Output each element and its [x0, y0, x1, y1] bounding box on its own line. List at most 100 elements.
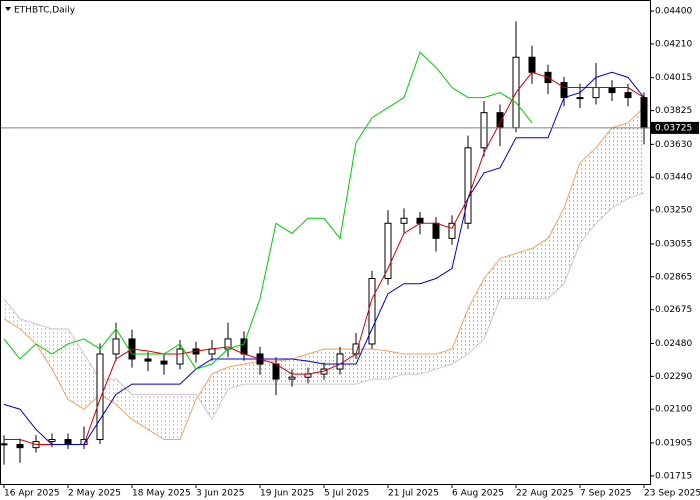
y-tick-label: 0.03630 — [655, 140, 692, 150]
candle-body — [384, 222, 392, 280]
cloud-segment — [516, 248, 532, 299]
candle-body — [432, 222, 440, 239]
candle-body — [288, 376, 296, 380]
candle-body — [496, 112, 504, 129]
cloud-segment — [116, 379, 132, 420]
cloud-segment — [532, 238, 548, 299]
cloud-segment — [308, 348, 324, 385]
cloud-segment — [36, 323, 52, 370]
cloud-segment — [340, 348, 356, 385]
indicator-line — [4, 71, 645, 446]
y-tick-label: 0.02290 — [655, 372, 692, 382]
span-b-line — [3, 192, 645, 421]
x-tick-label: 18 May 2025 — [132, 489, 191, 499]
candle-body — [48, 439, 56, 443]
title-marker — [5, 7, 11, 11]
cloud-segment — [276, 359, 292, 385]
cloud-segment — [196, 374, 212, 420]
x-tick-label: 22 Aug 2025 — [516, 489, 574, 499]
candle-body — [240, 338, 248, 355]
y-tick-label: 0.03250 — [655, 206, 692, 216]
cloud-segment — [420, 353, 436, 375]
y-tick-label: 0.03440 — [655, 173, 692, 183]
candle-body — [480, 112, 488, 149]
current-price-label: 0.03725 — [655, 123, 692, 133]
cloud-segment — [356, 348, 372, 385]
x-tick-label: 21 Jul 2025 — [388, 489, 439, 499]
y-tick-label: 0.01715 — [655, 471, 692, 481]
cloud-segment — [20, 318, 36, 344]
cloud-segment — [388, 351, 404, 380]
candle-body — [96, 353, 104, 441]
candle-body — [592, 87, 600, 99]
cloud-segment — [324, 348, 340, 385]
x-tick-label: 5 Jul 2025 — [324, 489, 369, 499]
cloud-segment — [596, 127, 612, 224]
candle-body — [112, 338, 120, 355]
candle-body — [464, 147, 472, 224]
candle-body — [560, 82, 568, 99]
x-tick-label: 3 Jun 2025 — [196, 489, 244, 499]
candle-body — [528, 56, 536, 73]
cloud-segment — [372, 348, 388, 380]
y-tick-label: 0.04400 — [655, 7, 692, 17]
cloud-segment — [292, 353, 308, 385]
cloud-segment — [148, 394, 164, 440]
candle-body — [64, 439, 72, 446]
y-tick-label: 0.04210 — [655, 39, 692, 49]
cloud-segment — [68, 328, 84, 410]
candle-body — [640, 97, 648, 129]
cloud-segment — [164, 394, 180, 440]
cloud-segment — [468, 278, 484, 354]
cloud-segment — [612, 122, 628, 209]
candle-body — [624, 92, 632, 99]
y-tick-label: 0.02675 — [655, 305, 692, 315]
y-tick-label: 0.02480 — [655, 339, 692, 349]
y-tick-label: 0.02100 — [655, 405, 692, 415]
candle-body — [400, 217, 408, 224]
y-tick-label: 0.03825 — [655, 106, 692, 116]
x-tick-label: 19 Jun 2025 — [260, 489, 314, 499]
cloud-segment — [404, 353, 420, 375]
cloud-segment — [564, 162, 580, 284]
indicator-line — [3, 51, 533, 370]
candle-body — [144, 358, 152, 362]
cloud-segment — [100, 379, 116, 405]
candle-body — [576, 97, 584, 100]
y-tick-label: 0.02865 — [655, 272, 692, 282]
cloud-segment — [244, 361, 260, 385]
cloud-segment — [84, 353, 100, 410]
x-tick-label: 23 Sep 2025 — [644, 489, 700, 499]
cloud-segment — [580, 147, 596, 244]
current-price-box — [651, 121, 699, 134]
cloud-segment — [484, 258, 500, 339]
candle-body — [176, 348, 184, 365]
cloud-segment — [628, 107, 644, 199]
candle-body — [0, 443, 8, 446]
candle-body — [608, 87, 616, 94]
candle-body — [416, 217, 424, 224]
x-tick-label: 2 May 2025 — [68, 489, 121, 499]
candle-body — [336, 353, 344, 370]
candle-body — [16, 444, 24, 449]
cloud-segment — [452, 308, 468, 365]
cloud-segment — [500, 253, 516, 299]
span-a-line — [3, 107, 645, 441]
y-tick-label: 0.03055 — [655, 239, 692, 249]
cloud-segment — [4, 298, 20, 329]
cloud-segment — [228, 364, 244, 390]
candle-body — [368, 278, 376, 345]
candle-body — [160, 360, 168, 365]
indicator-line — [3, 71, 645, 446]
y-tick-label: 0.01905 — [655, 438, 692, 448]
y-tick-label: 0.04015 — [655, 73, 692, 83]
x-tick-label: 16 Apr 2025 — [4, 489, 60, 499]
cloud-segment — [132, 394, 148, 430]
x-tick-label: 7 Sep 2025 — [580, 489, 631, 499]
candle-body — [448, 222, 456, 239]
cloud-segment — [260, 361, 276, 385]
chart-title: ETHBTC,Daily — [14, 6, 76, 16]
x-tick-label: 6 Aug 2025 — [452, 489, 504, 499]
candle-body — [272, 363, 280, 380]
